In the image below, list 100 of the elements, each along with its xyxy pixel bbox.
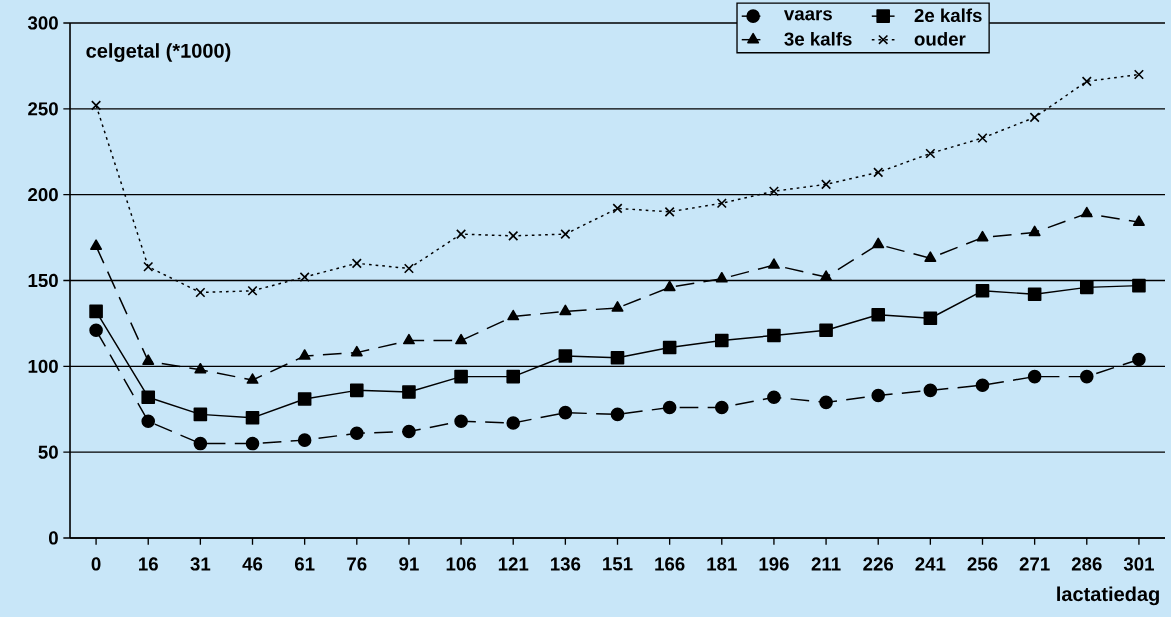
point xyxy=(297,433,312,447)
x-tick-label: 121 xyxy=(498,557,529,571)
point xyxy=(821,179,832,190)
point xyxy=(976,230,989,242)
x-tick-label: 286 xyxy=(1071,557,1102,571)
y-tick-label: 150 xyxy=(28,273,58,288)
x-tick-label: 136 xyxy=(550,557,581,571)
point xyxy=(1133,69,1144,80)
point xyxy=(975,283,990,298)
point xyxy=(349,383,364,398)
point xyxy=(246,373,259,384)
x-tick-label: 61 xyxy=(294,557,315,571)
point xyxy=(349,426,364,441)
legend-label: ouder xyxy=(914,31,966,46)
point xyxy=(350,345,363,357)
point xyxy=(454,369,468,384)
point xyxy=(455,333,468,345)
point xyxy=(872,237,885,249)
y-axis-title: celgetal (*1000) xyxy=(86,43,231,62)
point xyxy=(297,392,312,406)
x-tick-label: 76 xyxy=(347,557,367,571)
point xyxy=(194,362,207,374)
legend-label: vaars xyxy=(783,10,832,21)
legend-label: 3e kalfs xyxy=(784,31,852,46)
point xyxy=(142,354,155,365)
point xyxy=(89,304,103,319)
x-tick-label: 226 xyxy=(863,557,894,571)
x-tick-label: 196 xyxy=(759,557,789,571)
x-tick-label: 0 xyxy=(91,557,101,571)
x-tick-label: 91 xyxy=(399,557,419,571)
point xyxy=(89,323,103,338)
point xyxy=(193,436,208,451)
y-tick-label: 250 xyxy=(28,102,58,116)
x-tick-label: 271 xyxy=(1019,557,1050,571)
point xyxy=(768,186,779,197)
point xyxy=(871,308,886,322)
point xyxy=(558,405,573,420)
point xyxy=(1027,369,1042,384)
point xyxy=(1029,112,1040,123)
point xyxy=(923,311,938,326)
point xyxy=(506,416,521,430)
point xyxy=(560,229,571,240)
point xyxy=(90,239,103,250)
legend-label: 2e kalfs xyxy=(914,8,982,23)
point xyxy=(820,270,833,281)
point xyxy=(298,349,311,360)
point xyxy=(923,383,938,398)
point xyxy=(245,436,260,451)
point xyxy=(245,411,260,425)
point xyxy=(1132,278,1146,293)
point xyxy=(1079,369,1094,384)
point xyxy=(454,414,468,429)
x-tick-label: 301 xyxy=(1123,557,1154,571)
point xyxy=(610,350,625,365)
point xyxy=(1079,280,1094,295)
point xyxy=(715,271,728,283)
x-tick-label: 166 xyxy=(655,557,685,571)
point xyxy=(819,395,833,410)
x-tick-label: 16 xyxy=(139,557,158,571)
point xyxy=(1132,352,1146,367)
point xyxy=(1027,287,1042,302)
point xyxy=(141,414,156,429)
point xyxy=(925,148,936,159)
y-tick-label: 300 xyxy=(27,16,58,30)
point xyxy=(767,328,781,343)
point xyxy=(714,400,729,415)
x-tick-label: 211 xyxy=(811,557,841,571)
point xyxy=(716,198,727,209)
point xyxy=(195,287,206,298)
point xyxy=(924,251,937,262)
point xyxy=(402,424,416,439)
x-tick-label: 151 xyxy=(603,557,633,571)
point xyxy=(247,285,258,296)
point xyxy=(558,349,573,363)
point xyxy=(402,385,416,399)
x-tick-label: 181 xyxy=(707,557,737,571)
point xyxy=(506,369,521,384)
point xyxy=(977,132,988,144)
point xyxy=(610,407,625,422)
point xyxy=(403,263,414,274)
point xyxy=(1080,206,1093,218)
point xyxy=(873,167,884,178)
point xyxy=(767,390,781,405)
point xyxy=(662,340,677,355)
y-tick-label: 200 xyxy=(28,188,58,202)
point xyxy=(456,229,467,240)
point xyxy=(141,390,156,405)
point xyxy=(664,206,675,217)
x-tick-label: 31 xyxy=(190,557,211,571)
x-tick-label: 241 xyxy=(915,557,946,571)
point xyxy=(767,258,780,269)
point xyxy=(299,272,310,283)
point xyxy=(193,407,208,422)
point xyxy=(508,230,519,241)
point xyxy=(819,323,833,338)
point xyxy=(1132,215,1145,226)
x-axis-title: lactatiedag xyxy=(1057,586,1159,606)
point xyxy=(611,301,624,312)
x-tick-label: 46 xyxy=(242,557,263,571)
point xyxy=(507,309,520,321)
